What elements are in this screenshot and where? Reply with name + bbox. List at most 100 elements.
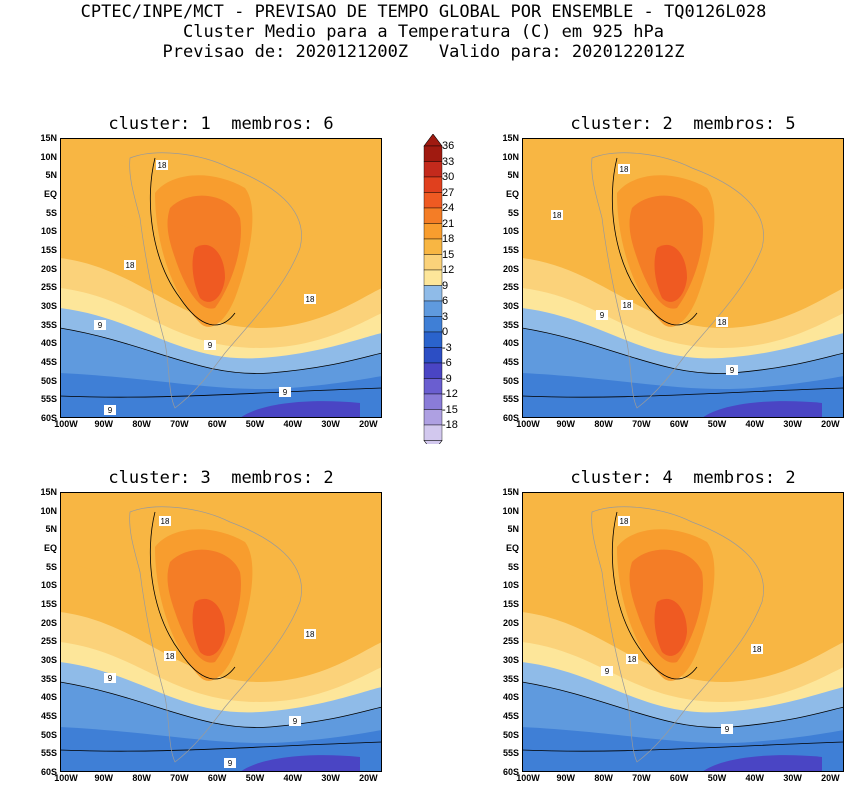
- colorbar-swatch: [423, 145, 443, 162]
- contour-label-bg: [94, 320, 106, 330]
- contour-label: 9: [204, 340, 216, 350]
- lat-tick-label: 40S: [40, 692, 57, 703]
- field-band-minus-6: [240, 755, 360, 772]
- lon-tick-label: 20W: [821, 419, 840, 429]
- contour-label-bg: [716, 317, 728, 327]
- contour-9: [60, 681, 382, 728]
- lat-tick-label: 20S: [502, 263, 519, 274]
- contour-0: [60, 741, 382, 752]
- lat-tick-label: 15N: [40, 487, 57, 497]
- contour-label: 18: [156, 160, 168, 170]
- contour-label-text: 18: [718, 318, 727, 327]
- lat-tick-label: 45S: [502, 711, 519, 721]
- contour-label: 9: [94, 320, 106, 330]
- panel-1-title: cluster: 1 membros: 6: [108, 114, 334, 134]
- map-panel-4: 18 18 18 9 9: [522, 492, 844, 772]
- lon-tick-label: 100W: [516, 773, 540, 783]
- contour-label-text: 9: [228, 759, 233, 768]
- header-line-3: Previsao de: 2020121200Z Valido para: 20…: [162, 42, 685, 62]
- lat-tick-label: 5N: [507, 524, 519, 535]
- colorbar-label: 24: [442, 202, 455, 214]
- lat-tick-label: 25S: [502, 636, 519, 647]
- lon-tick-label: 90W: [556, 773, 576, 783]
- lon-tick-label: 30W: [783, 419, 802, 429]
- lat-tick-label: 35S: [40, 319, 57, 330]
- contour-label: 18: [716, 317, 728, 327]
- lat-tick-label: 10N: [502, 505, 519, 516]
- lat-tick-label: 55S: [502, 748, 519, 759]
- lon-tick-label: 40W: [283, 773, 303, 783]
- lat-tick-label: 10S: [40, 226, 57, 237]
- lat-tick-label: 20S: [502, 617, 519, 628]
- lat-tick-label: 55S: [40, 394, 57, 405]
- lat-tick-label: 5S: [507, 561, 519, 572]
- contour-label-bg: [104, 673, 116, 683]
- contour-9: [522, 681, 844, 728]
- lat-tick-label: 10S: [502, 226, 519, 237]
- contour-label-text: 18: [161, 517, 170, 526]
- lon-tick-label: 40W: [745, 419, 765, 429]
- lon-tick-label: 100W: [54, 419, 78, 429]
- lat-tick-label: 55S: [502, 394, 519, 405]
- lon-tick-label: 40W: [283, 419, 303, 429]
- contour-label-text: 18: [126, 261, 135, 270]
- lat-tick-label: EQ: [43, 189, 57, 199]
- map-frame: [522, 492, 844, 772]
- lat-tick-label: 25S: [40, 636, 57, 647]
- contour-label-bg: [159, 516, 171, 526]
- colorbar-label: -3: [442, 341, 452, 354]
- lat-tick-label: 50S: [40, 375, 57, 386]
- lon-tick-label: 30W: [321, 773, 340, 783]
- contour-0: [522, 741, 844, 752]
- colorbar-swatch: [423, 347, 443, 364]
- lat-tick-label: 35S: [40, 673, 57, 684]
- lat-tick-label: EQ: [505, 543, 519, 553]
- colorbar-swatch: [423, 254, 443, 271]
- warm-core-27: [654, 244, 687, 302]
- contour-label-text: 9: [108, 674, 113, 683]
- contour-9: [60, 327, 382, 374]
- colorbar-svg: [423, 134, 443, 444]
- contour-label-text: 18: [623, 301, 632, 310]
- contour-label: 18: [551, 210, 563, 220]
- lon-tick-label: 30W: [321, 419, 340, 429]
- panel-2-title: cluster: 2 membros: 5: [570, 114, 796, 134]
- warm-core-27: [654, 598, 687, 656]
- lon-tick-label: 60W: [207, 419, 227, 429]
- warm-core-27: [192, 244, 225, 302]
- contour-label: 18: [164, 651, 176, 661]
- colorbar-label: 15: [442, 248, 455, 261]
- contour-18: [611, 157, 698, 326]
- lon-tick-label: 90W: [94, 419, 114, 429]
- colorbar-label: 21: [442, 217, 455, 230]
- lat-tick-label: 10S: [502, 580, 519, 591]
- lat-tick-label: 40S: [502, 692, 519, 703]
- land-outline: [129, 506, 302, 763]
- lon-tick-label: 90W: [556, 419, 576, 429]
- lon-tick-label: 20W: [359, 773, 378, 783]
- lat-tick-label: 15N: [502, 133, 519, 143]
- contour-label-bg: [621, 300, 633, 310]
- lat-tick-label: EQ: [43, 543, 57, 553]
- lat-tick-label: 35S: [502, 319, 519, 330]
- land-outline: [129, 152, 302, 409]
- lat-tick-label: 10N: [40, 505, 57, 516]
- lat-tick-label: 15S: [502, 599, 519, 609]
- colorbar-swatch: [423, 424, 443, 441]
- lat-tick-label: 10N: [502, 151, 519, 162]
- contour-label-text: 9: [283, 388, 288, 397]
- panel-3-title: cluster: 3 membros: 2: [108, 468, 334, 488]
- field-band-minus-6: [702, 755, 822, 772]
- colorbar-swatch: [423, 378, 443, 395]
- lon-tick-label: 100W: [54, 773, 78, 783]
- field-band-minus-6: [240, 401, 360, 418]
- contour-label-bg: [204, 340, 216, 350]
- colorbar-swatch: [423, 192, 443, 209]
- lon-tick-label: 60W: [207, 773, 227, 783]
- contour-label: 18: [621, 300, 633, 310]
- lon-tick-label: 60W: [669, 773, 689, 783]
- contour-label-text: 9: [600, 311, 605, 320]
- contour-label: 18: [304, 294, 316, 304]
- contour-label-text: 9: [725, 725, 730, 734]
- lat-tick-label: 5S: [45, 561, 57, 572]
